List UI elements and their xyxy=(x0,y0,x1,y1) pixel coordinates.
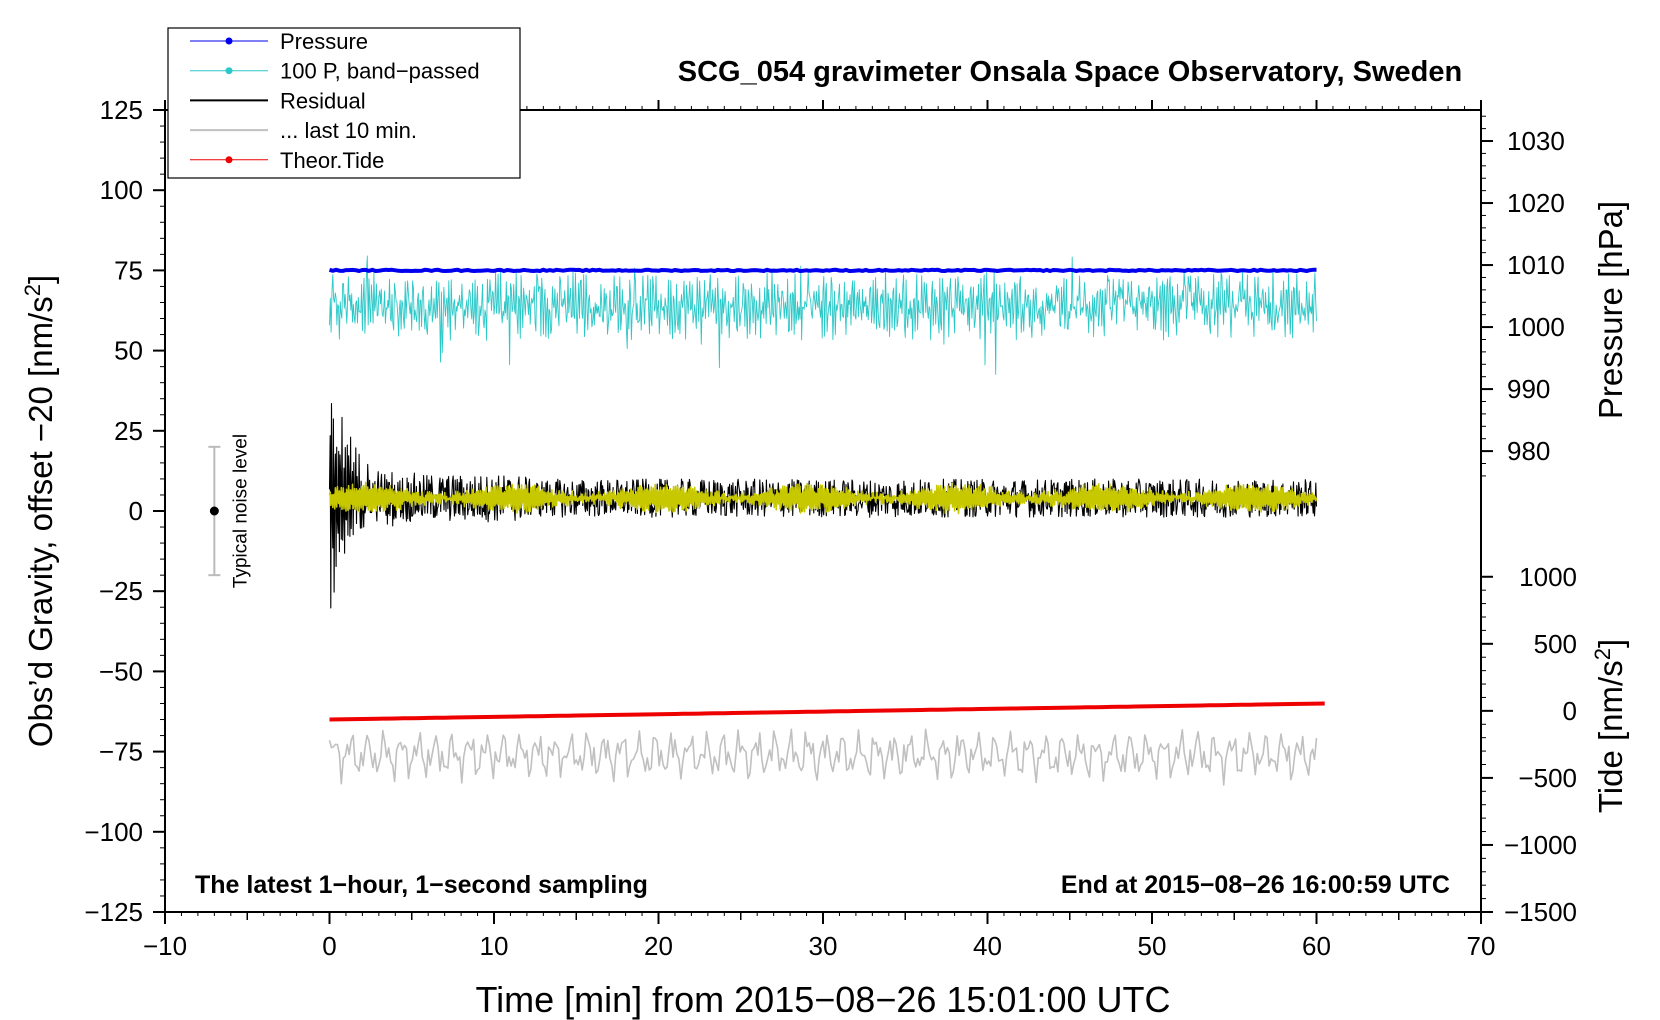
tide-axis: 1000 500 0 −500 −1000 −1500 xyxy=(1481,562,1577,927)
series-last-10-min xyxy=(328,728,1318,786)
series-band-passed-residual xyxy=(328,481,1318,515)
pressure-axis: 1030 1020 1010 1000 990 980 xyxy=(1481,115,1565,477)
tide-tick-label: 1000 xyxy=(1519,562,1577,592)
pressure-tick-label: 990 xyxy=(1507,374,1550,404)
tide-tick-label: 0 xyxy=(1563,696,1577,726)
y-tick-label: 50 xyxy=(114,336,143,366)
pressure-tick-label: 1000 xyxy=(1507,312,1565,342)
series-pressure xyxy=(328,267,1317,273)
y-tick-label: −75 xyxy=(99,737,143,767)
legend-label: 100 P, band−passed xyxy=(280,59,480,84)
tide-tick-label: 500 xyxy=(1534,629,1577,659)
legend-label: Pressure xyxy=(280,29,368,54)
noise-bar-dot xyxy=(209,506,219,516)
x-tick-label: 40 xyxy=(973,931,1002,961)
x-tick-label: 60 xyxy=(1302,931,1331,961)
legend-marker xyxy=(225,156,233,164)
x-tick-label: 70 xyxy=(1467,931,1496,961)
legend-label: Theor.Tide xyxy=(280,148,384,173)
y-axis-left-label: Obs’d Gravity, offset −20 [nm/s2] xyxy=(20,275,59,747)
tide-axis-label-sup: 2 xyxy=(1590,648,1615,660)
legend-label: ... last 10 min. xyxy=(280,118,417,143)
pressure-tick-label: 1030 xyxy=(1507,126,1565,156)
y-tick-label: 25 xyxy=(114,416,143,446)
y-tick-label: 125 xyxy=(100,95,143,125)
y-tick-label: 100 xyxy=(100,175,143,205)
y-axis-left: 125 100 75 50 25 0 −25 −50 −75 −100 −125 xyxy=(84,95,165,927)
legend-label: Residual xyxy=(280,88,366,113)
y-tick-label: 75 xyxy=(114,255,143,285)
y-axis-left-label-sup: 2 xyxy=(20,284,45,296)
legend: Pressure 100 P, band−passed Residual ... la… xyxy=(167,27,521,179)
legend-box xyxy=(167,27,521,179)
series-theor-tide xyxy=(329,701,1325,722)
pressure-axis-label: Pressure [hPa] xyxy=(1592,201,1629,419)
x-tick-label: 0 xyxy=(322,931,336,961)
chart-title: SCG_054 gravimeter Onsala Space Observat… xyxy=(678,56,1462,88)
tide-tick-label: −1000 xyxy=(1504,830,1577,860)
pressure-tick-label: 980 xyxy=(1507,436,1550,466)
pressure-tick-label: 1020 xyxy=(1507,188,1565,218)
tide-tick-label: −500 xyxy=(1518,763,1577,793)
y-tick-label: 0 xyxy=(129,496,143,526)
series-residual xyxy=(328,402,1318,609)
tide-axis-label: Tide [nm/s2] xyxy=(1590,639,1629,813)
noise-bar: Typical noise level xyxy=(208,434,251,588)
x-axis-label: Time [min] from 2015−08−26 15:01:00 UTC xyxy=(475,979,1170,1020)
traces xyxy=(328,255,1325,786)
y-tick-label: −50 xyxy=(99,656,143,686)
annotation-bottom-left: The latest 1−hour, 1−second sampling xyxy=(195,871,648,899)
series-100p-band-passed xyxy=(329,255,1317,375)
y-tick-label: −100 xyxy=(84,817,143,847)
y-tick-label: −25 xyxy=(99,576,143,606)
tide-tick-label: −1500 xyxy=(1504,897,1577,927)
pressure-tick-label: 1010 xyxy=(1507,250,1565,280)
legend-marker xyxy=(225,37,233,45)
legend-marker xyxy=(225,67,233,75)
annotation-bottom-right: End at 2015−08−26 16:00:59 UTC xyxy=(1061,871,1450,899)
x-tick-label: 10 xyxy=(480,931,509,961)
noise-bar-label: Typical noise level xyxy=(230,434,251,588)
x-tick-label: −10 xyxy=(143,931,187,961)
x-axis: −10 0 10 20 30 40 50 60 70 xyxy=(143,100,1496,961)
x-tick-label: 20 xyxy=(644,931,673,961)
x-tick-label: 50 xyxy=(1138,931,1167,961)
x-tick-label: 30 xyxy=(809,931,838,961)
y-tick-label: −125 xyxy=(84,897,143,927)
